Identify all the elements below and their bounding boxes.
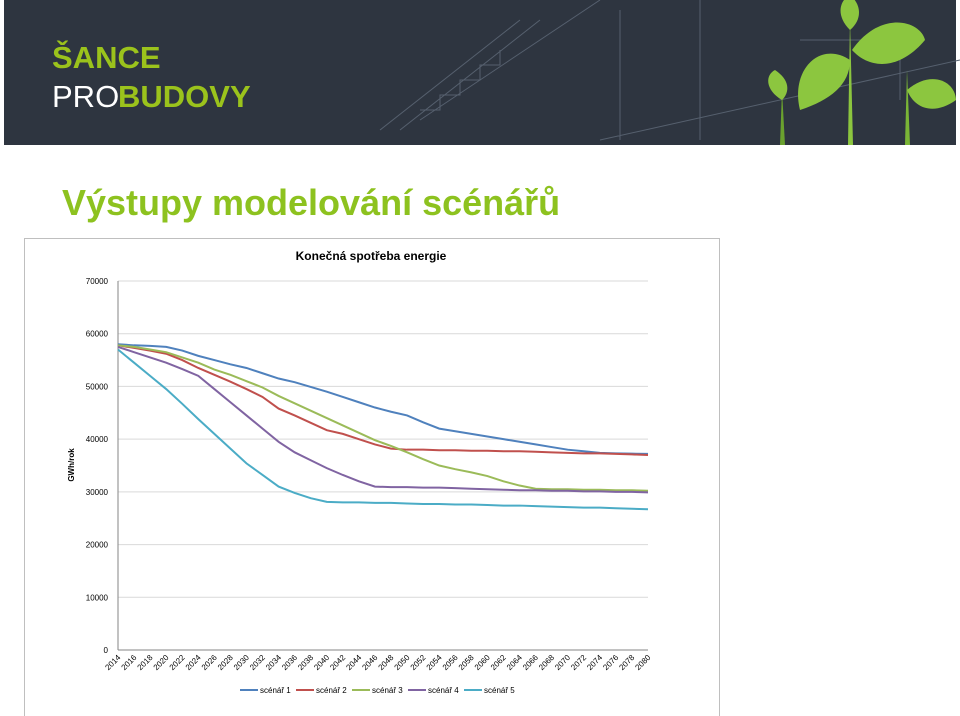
series-line xyxy=(117,343,649,455)
series-line xyxy=(117,345,649,494)
y-tick-label: 0 xyxy=(104,646,109,655)
y-tick-label: 10000 xyxy=(86,593,109,602)
plant-decoration xyxy=(768,0,956,145)
y-axis-label: GWh/rok xyxy=(67,448,76,482)
chart-frame xyxy=(24,238,720,716)
series-line xyxy=(117,348,649,511)
y-tick-label: 20000 xyxy=(86,541,109,550)
logo-budovy: BUDOVY xyxy=(118,79,251,114)
legend-label: scénář 2 xyxy=(316,686,347,695)
legend-label: scénář 3 xyxy=(372,686,403,695)
legend-label: scénář 5 xyxy=(484,686,515,695)
legend-label: scénář 1 xyxy=(260,686,291,695)
series-line xyxy=(117,344,649,492)
series-line xyxy=(117,344,649,456)
y-tick-label: 30000 xyxy=(86,488,109,497)
y-tick-label: 40000 xyxy=(86,435,109,444)
y-tick-label: 70000 xyxy=(86,277,109,286)
logo-top: ŠANCE xyxy=(52,39,161,75)
legend-label: scénář 4 xyxy=(428,686,459,695)
y-tick-label: 60000 xyxy=(86,330,109,339)
logo-pro: PRO xyxy=(52,79,119,114)
chart-title: Konečná spotřeba energie xyxy=(296,249,447,263)
y-tick-label: 50000 xyxy=(86,382,109,391)
slide-title: Výstupy modelování scénářů xyxy=(62,182,560,223)
